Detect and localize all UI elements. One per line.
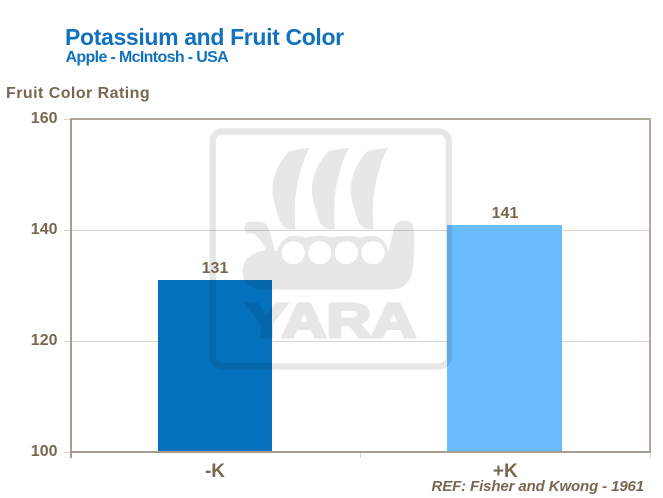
svg-text:YARA: YARA — [246, 295, 416, 348]
